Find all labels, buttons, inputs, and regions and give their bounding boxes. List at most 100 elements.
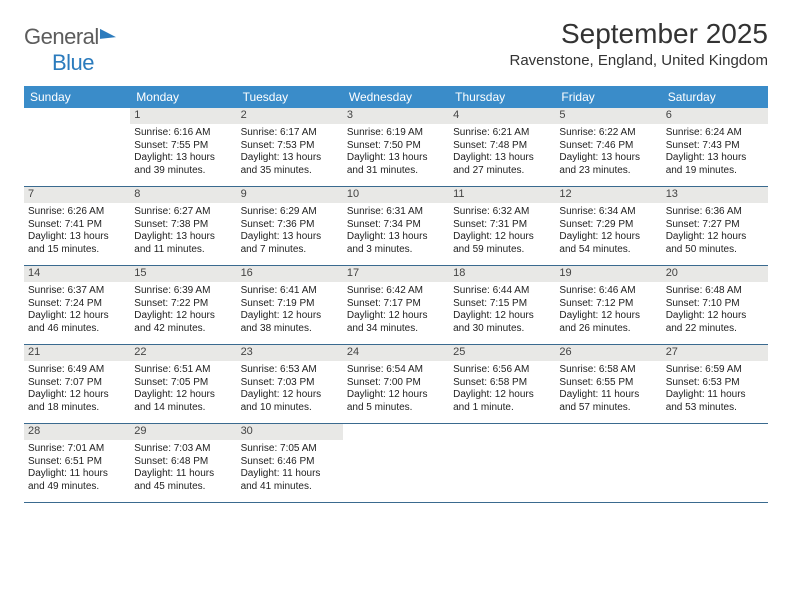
daylight-text: and 14 minutes. — [134, 402, 232, 415]
sunrise-text: Sunrise: 6:29 AM — [241, 206, 339, 219]
day-cell: 12Sunrise: 6:34 AMSunset: 7:29 PMDayligh… — [555, 187, 661, 265]
sunrise-text: Sunrise: 6:21 AM — [453, 127, 551, 140]
day-cell: 15 Sunrise: 6:39 AMSunset: 7:22 PMDayligh… — [130, 266, 236, 344]
sunset-text: Sunset: 6:53 PM — [666, 377, 764, 390]
daylight-text: Daylight: 12 hours — [453, 310, 551, 323]
day-number: 1 — [130, 108, 236, 124]
day-cell: 27Sunrise: 6:59 AMSunset: 6:53 PMDayligh… — [662, 345, 768, 423]
day-number: 9 — [237, 187, 343, 203]
daylight-text: Daylight: 12 hours — [241, 389, 339, 402]
day-cell: 6Sunrise: 6:24 AMSunset: 7:43 PMDaylight… — [662, 108, 768, 186]
day-cell: 25Sunrise: 6:56 AMSunset: 6:58 PMDayligh… — [449, 345, 555, 423]
day-cell: 26Sunrise: 6:58 AMSunset: 6:55 PMDayligh… — [555, 345, 661, 423]
sunrise-text: Sunrise: 6:48 AM — [666, 285, 764, 298]
day-number: 21 — [24, 345, 130, 361]
sunrise-text: Sunrise: 6:58 AM — [559, 364, 657, 377]
daylight-text: Daylight: 13 hours — [559, 152, 657, 165]
daylight-text: and 57 minutes. — [559, 402, 657, 415]
day-cell: 2Sunrise: 6:17 AMSunset: 7:53 PMDaylight… — [237, 108, 343, 186]
sunset-text: Sunset: 6:46 PM — [241, 456, 339, 469]
day-number: 5 — [555, 108, 661, 124]
sunrise-text: Sunrise: 6:59 AM — [666, 364, 764, 377]
daylight-text: and 31 minutes. — [347, 165, 445, 178]
sunset-text: Sunset: 7:41 PM — [28, 219, 126, 232]
day-cell — [449, 424, 555, 502]
calendar-page: General Blue September 2025 Ravenstone, … — [0, 0, 792, 503]
daylight-text: and 15 minutes. — [28, 244, 126, 257]
day-number: 17 — [343, 266, 449, 282]
day-number: 20 — [662, 266, 768, 282]
daylight-text: and 53 minutes. — [666, 402, 764, 415]
day-number: 2 — [237, 108, 343, 124]
day-number: 28 — [24, 424, 130, 440]
day-number — [449, 424, 555, 440]
sunrise-text: Sunrise: 7:03 AM — [134, 443, 232, 456]
daylight-text: Daylight: 12 hours — [241, 310, 339, 323]
sunset-text: Sunset: 7:27 PM — [666, 219, 764, 232]
day-cell: 10Sunrise: 6:31 AMSunset: 7:34 PMDayligh… — [343, 187, 449, 265]
day-number: 23 — [237, 345, 343, 361]
sunset-text: Sunset: 7:19 PM — [241, 298, 339, 311]
sunset-text: Sunset: 7:36 PM — [241, 219, 339, 232]
month-title: September 2025 — [509, 18, 768, 50]
daylight-text: and 39 minutes. — [134, 165, 232, 178]
daylight-text: Daylight: 13 hours — [241, 231, 339, 244]
daylight-text: Daylight: 12 hours — [666, 231, 764, 244]
sunrise-text: Sunrise: 6:39 AM — [134, 285, 232, 298]
day-cell: 28Sunrise: 7:01 AMSunset: 6:51 PMDayligh… — [24, 424, 130, 502]
daylight-text: Daylight: 13 hours — [134, 231, 232, 244]
sunset-text: Sunset: 6:51 PM — [28, 456, 126, 469]
sunset-text: Sunset: 7:12 PM — [559, 298, 657, 311]
daylight-text: Daylight: 12 hours — [453, 231, 551, 244]
day-number — [555, 424, 661, 440]
sunset-text: Sunset: 7:46 PM — [559, 140, 657, 153]
daylight-text: and 34 minutes. — [347, 323, 445, 336]
day-number — [24, 108, 130, 124]
calendar-grid: SundayMondayTuesdayWednesdayThursdayFrid… — [24, 86, 768, 503]
sunrise-text: Sunrise: 6:49 AM — [28, 364, 126, 377]
weeks-container: 1Sunrise: 6:16 AMSunset: 7:55 PMDaylight… — [24, 108, 768, 503]
day-cell — [555, 424, 661, 502]
daylight-text: Daylight: 12 hours — [559, 231, 657, 244]
day-cell: 3Sunrise: 6:19 AMSunset: 7:50 PMDaylight… — [343, 108, 449, 186]
week-row: 1Sunrise: 6:16 AMSunset: 7:55 PMDaylight… — [24, 108, 768, 187]
day-number: 15 — [130, 266, 236, 282]
day-cell: 19Sunrise: 6:46 AMSunset: 7:12 PMDayligh… — [555, 266, 661, 344]
day-header: Monday — [130, 86, 236, 108]
sunset-text: Sunset: 7:48 PM — [453, 140, 551, 153]
sunset-text: Sunset: 7:15 PM — [453, 298, 551, 311]
logo-sail-icon — [100, 27, 116, 39]
day-number: 18 — [449, 266, 555, 282]
day-cell: 11Sunrise: 6:32 AMSunset: 7:31 PMDayligh… — [449, 187, 555, 265]
day-number: 8 — [130, 187, 236, 203]
day-number: 27 — [662, 345, 768, 361]
day-cell — [24, 108, 130, 186]
day-number: 6 — [662, 108, 768, 124]
week-row: 14Sunrise: 6:37 AMSunset: 7:24 PMDayligh… — [24, 266, 768, 345]
sunrise-text: Sunrise: 6:31 AM — [347, 206, 445, 219]
daylight-text: Daylight: 12 hours — [347, 310, 445, 323]
sunrise-text: Sunrise: 6:37 AM — [28, 285, 126, 298]
sunset-text: Sunset: 7:55 PM — [134, 140, 232, 153]
daylight-text: and 3 minutes. — [347, 244, 445, 257]
sunset-text: Sunset: 7:24 PM — [28, 298, 126, 311]
sunset-text: Sunset: 7:22 PM — [134, 298, 232, 311]
sunrise-text: Sunrise: 6:27 AM — [134, 206, 232, 219]
sunset-text: Sunset: 7:34 PM — [347, 219, 445, 232]
daylight-text: Daylight: 13 hours — [453, 152, 551, 165]
day-number: 22 — [130, 345, 236, 361]
day-header: Friday — [555, 86, 661, 108]
day-number: 11 — [449, 187, 555, 203]
day-number: 24 — [343, 345, 449, 361]
day-cell: 4Sunrise: 6:21 AMSunset: 7:48 PMDaylight… — [449, 108, 555, 186]
sunrise-text: Sunrise: 6:19 AM — [347, 127, 445, 140]
week-row: 7Sunrise: 6:26 AMSunset: 7:41 PMDaylight… — [24, 187, 768, 266]
daylight-text: Daylight: 13 hours — [347, 152, 445, 165]
daylight-text: and 5 minutes. — [347, 402, 445, 415]
sunrise-text: Sunrise: 6:32 AM — [453, 206, 551, 219]
daylight-text: Daylight: 12 hours — [28, 389, 126, 402]
day-header: Tuesday — [237, 86, 343, 108]
daylight-text: and 38 minutes. — [241, 323, 339, 336]
daylight-text: Daylight: 12 hours — [134, 310, 232, 323]
sunset-text: Sunset: 7:50 PM — [347, 140, 445, 153]
